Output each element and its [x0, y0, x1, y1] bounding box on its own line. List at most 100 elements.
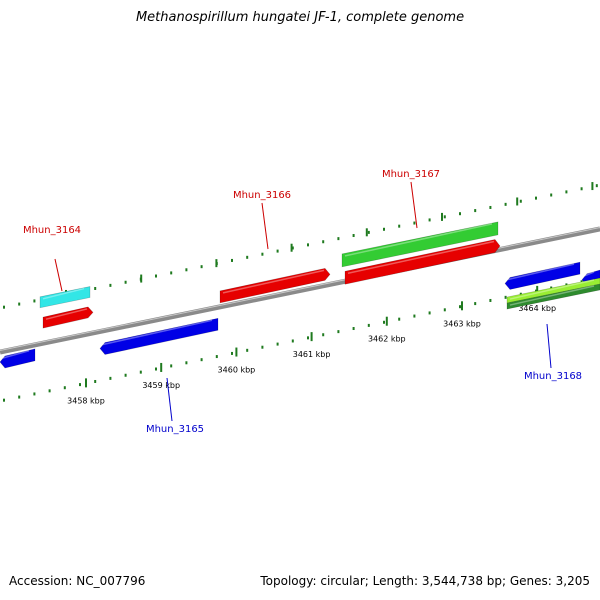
minor-tick [398, 224, 401, 228]
major-tick [591, 182, 594, 191]
minor-tick [322, 333, 325, 337]
minor-tick [185, 268, 188, 272]
gene-feature-mhun-3166-highlight [222, 269, 325, 294]
gene-label-mhun-3166[interactable]: Mhun_3166 [233, 190, 291, 201]
minor-tick [63, 386, 66, 390]
minor-tick [79, 383, 81, 387]
minor-tick [276, 249, 279, 253]
leader-mhun-3166 [261, 202, 269, 250]
minor-tick [109, 376, 112, 380]
gene-feature-darkgreen[interactable] [506, 283, 600, 310]
leader-mhun-3167 [410, 181, 418, 229]
genome-backbone [0, 226, 600, 355]
minor-tick [170, 364, 173, 368]
minor-tick [261, 345, 264, 349]
minor-tick [519, 199, 522, 203]
minor-tick [352, 234, 355, 238]
minor-tick [383, 320, 385, 324]
scale-label: 3463 kbp [443, 319, 481, 328]
minor-tick [94, 379, 97, 383]
minor-tick [459, 212, 461, 216]
major-tick [516, 197, 519, 206]
minor-tick [109, 283, 112, 287]
minor-tick [337, 237, 340, 241]
minor-tick [155, 274, 157, 278]
minor-tick [33, 392, 36, 396]
gene-feature-green[interactable] [341, 221, 499, 268]
gene-feature-mhun-3164-highlight [45, 308, 88, 320]
minor-tick [474, 209, 477, 213]
minor-tick [535, 289, 537, 293]
minor-tick [504, 295, 507, 299]
major-tick [140, 274, 143, 283]
accession-text: Accession: NC_007796 [9, 574, 146, 588]
gene-feature-mhun-3166[interactable] [219, 268, 331, 304]
scale-labels: 3458 kbp 3459 kbp 3460 kbp 3461 kbp 3462 kbp… [67, 304, 556, 405]
minor-tick [428, 218, 431, 222]
gene-feature-mhun-3165-highlight [102, 319, 213, 346]
major-tick [441, 212, 443, 221]
minor-tick [231, 258, 233, 262]
gene-label-mhun-3167[interactable]: Mhun_3167 [382, 169, 440, 180]
minor-tick [550, 286, 553, 290]
minor-tick [246, 348, 249, 352]
gene-label-mhun-3165[interactable]: Mhun_3165 [146, 424, 204, 435]
minor-tick [18, 302, 21, 306]
gene-feature-mhun-3168[interactable] [504, 261, 581, 290]
gene-feature-mhun-3164[interactable] [42, 306, 94, 329]
gene-feature-green-highlight [344, 223, 493, 257]
gene-feature-cyan[interactable] [39, 286, 91, 309]
gene-feature-mhun-3167[interactable] [344, 239, 501, 285]
minor-tick [124, 280, 127, 284]
major-tick [215, 259, 218, 268]
minor-tick [215, 355, 218, 359]
minor-tick [33, 299, 36, 303]
gene-feature-blue-right-highlight [584, 271, 595, 277]
label-leaders [54, 181, 552, 422]
minor-tick [489, 205, 492, 209]
major-tick [365, 228, 368, 237]
minor-tick [307, 243, 309, 247]
minor-tick [337, 330, 340, 334]
minor-tick [595, 184, 598, 188]
gene-feature-mhun-3168-highlight [507, 263, 575, 281]
minor-tick [535, 196, 537, 200]
scale-label: 3464 kbp [518, 304, 556, 313]
gene-label-mhun-3168[interactable]: Mhun_3168 [524, 371, 582, 382]
genome-title: Methanospirillum hungatei JF-1, complete… [135, 10, 465, 25]
gene-feature-blue-left[interactable] [0, 348, 36, 369]
minor-tick [48, 389, 51, 393]
minor-tick [474, 302, 477, 306]
minor-tick [367, 323, 370, 327]
minor-tick [261, 252, 264, 256]
minor-tick [185, 361, 188, 365]
minor-tick [428, 311, 431, 315]
minor-tick [550, 193, 553, 197]
inner-tick-track [3, 277, 598, 402]
gene-feature-mhun-3165[interactable] [99, 317, 219, 355]
minor-tick [489, 298, 492, 302]
leader-mhun-3165 [166, 377, 173, 422]
minor-tick [18, 395, 21, 399]
gene-feature-lime[interactable] [506, 277, 600, 304]
gene-label-mhun-3164[interactable]: Mhun_3164 [23, 225, 81, 236]
minor-tick [170, 271, 173, 275]
minor-tick [3, 398, 5, 402]
major-tick [85, 378, 87, 388]
minor-tick [519, 292, 522, 296]
minor-tick [580, 280, 583, 284]
scale-label: 3460 kbp [218, 366, 256, 375]
major-tick [310, 332, 313, 342]
major-tick [385, 316, 388, 326]
minor-tick [139, 370, 142, 374]
scale-label: 3458 kbp [67, 396, 105, 405]
gene-feature-mhun-3167-highlight [347, 240, 495, 275]
gene-feature-blue-left-highlight [2, 350, 30, 359]
minor-tick [200, 358, 203, 362]
minor-tick [504, 202, 507, 206]
outer-tick-track [3, 182, 598, 309]
minor-tick [200, 265, 203, 269]
minor-tick [413, 221, 416, 225]
minor-tick [459, 305, 461, 309]
